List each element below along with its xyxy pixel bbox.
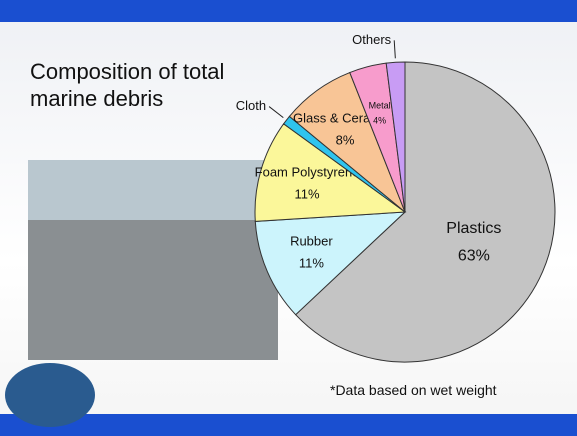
slice-label: Metal [369,100,391,110]
value-label: 63% [458,247,490,264]
pie-slice [294,61,556,363]
pie-slice [385,61,406,213]
slice-label: Cloth [236,98,266,113]
slice-label: Others [352,32,392,47]
turtle-logo [5,363,95,427]
pie-slice [254,123,407,222]
slice-label: Plastics [446,220,501,237]
value-label: 8% [336,133,355,148]
leader-line [393,40,396,59]
footnote: *Data based on wet weight [330,382,497,398]
photo-sky [28,160,278,220]
header-bar [0,0,577,22]
pie: Plastics 63% Rubber 11% Foam Polystyrene 11% C… [236,32,556,363]
slice-label: Foam Polystyrene [255,165,360,180]
chart-title: Composition of total marine debris [30,59,225,111]
leader-line [268,106,284,119]
value-label: 11% [299,256,324,271]
value-label: 11% [295,187,320,202]
value-label: 4% [373,116,386,126]
footer-bar [0,414,577,436]
slice-label: Rubber [290,234,333,249]
pie-slice [254,211,407,316]
